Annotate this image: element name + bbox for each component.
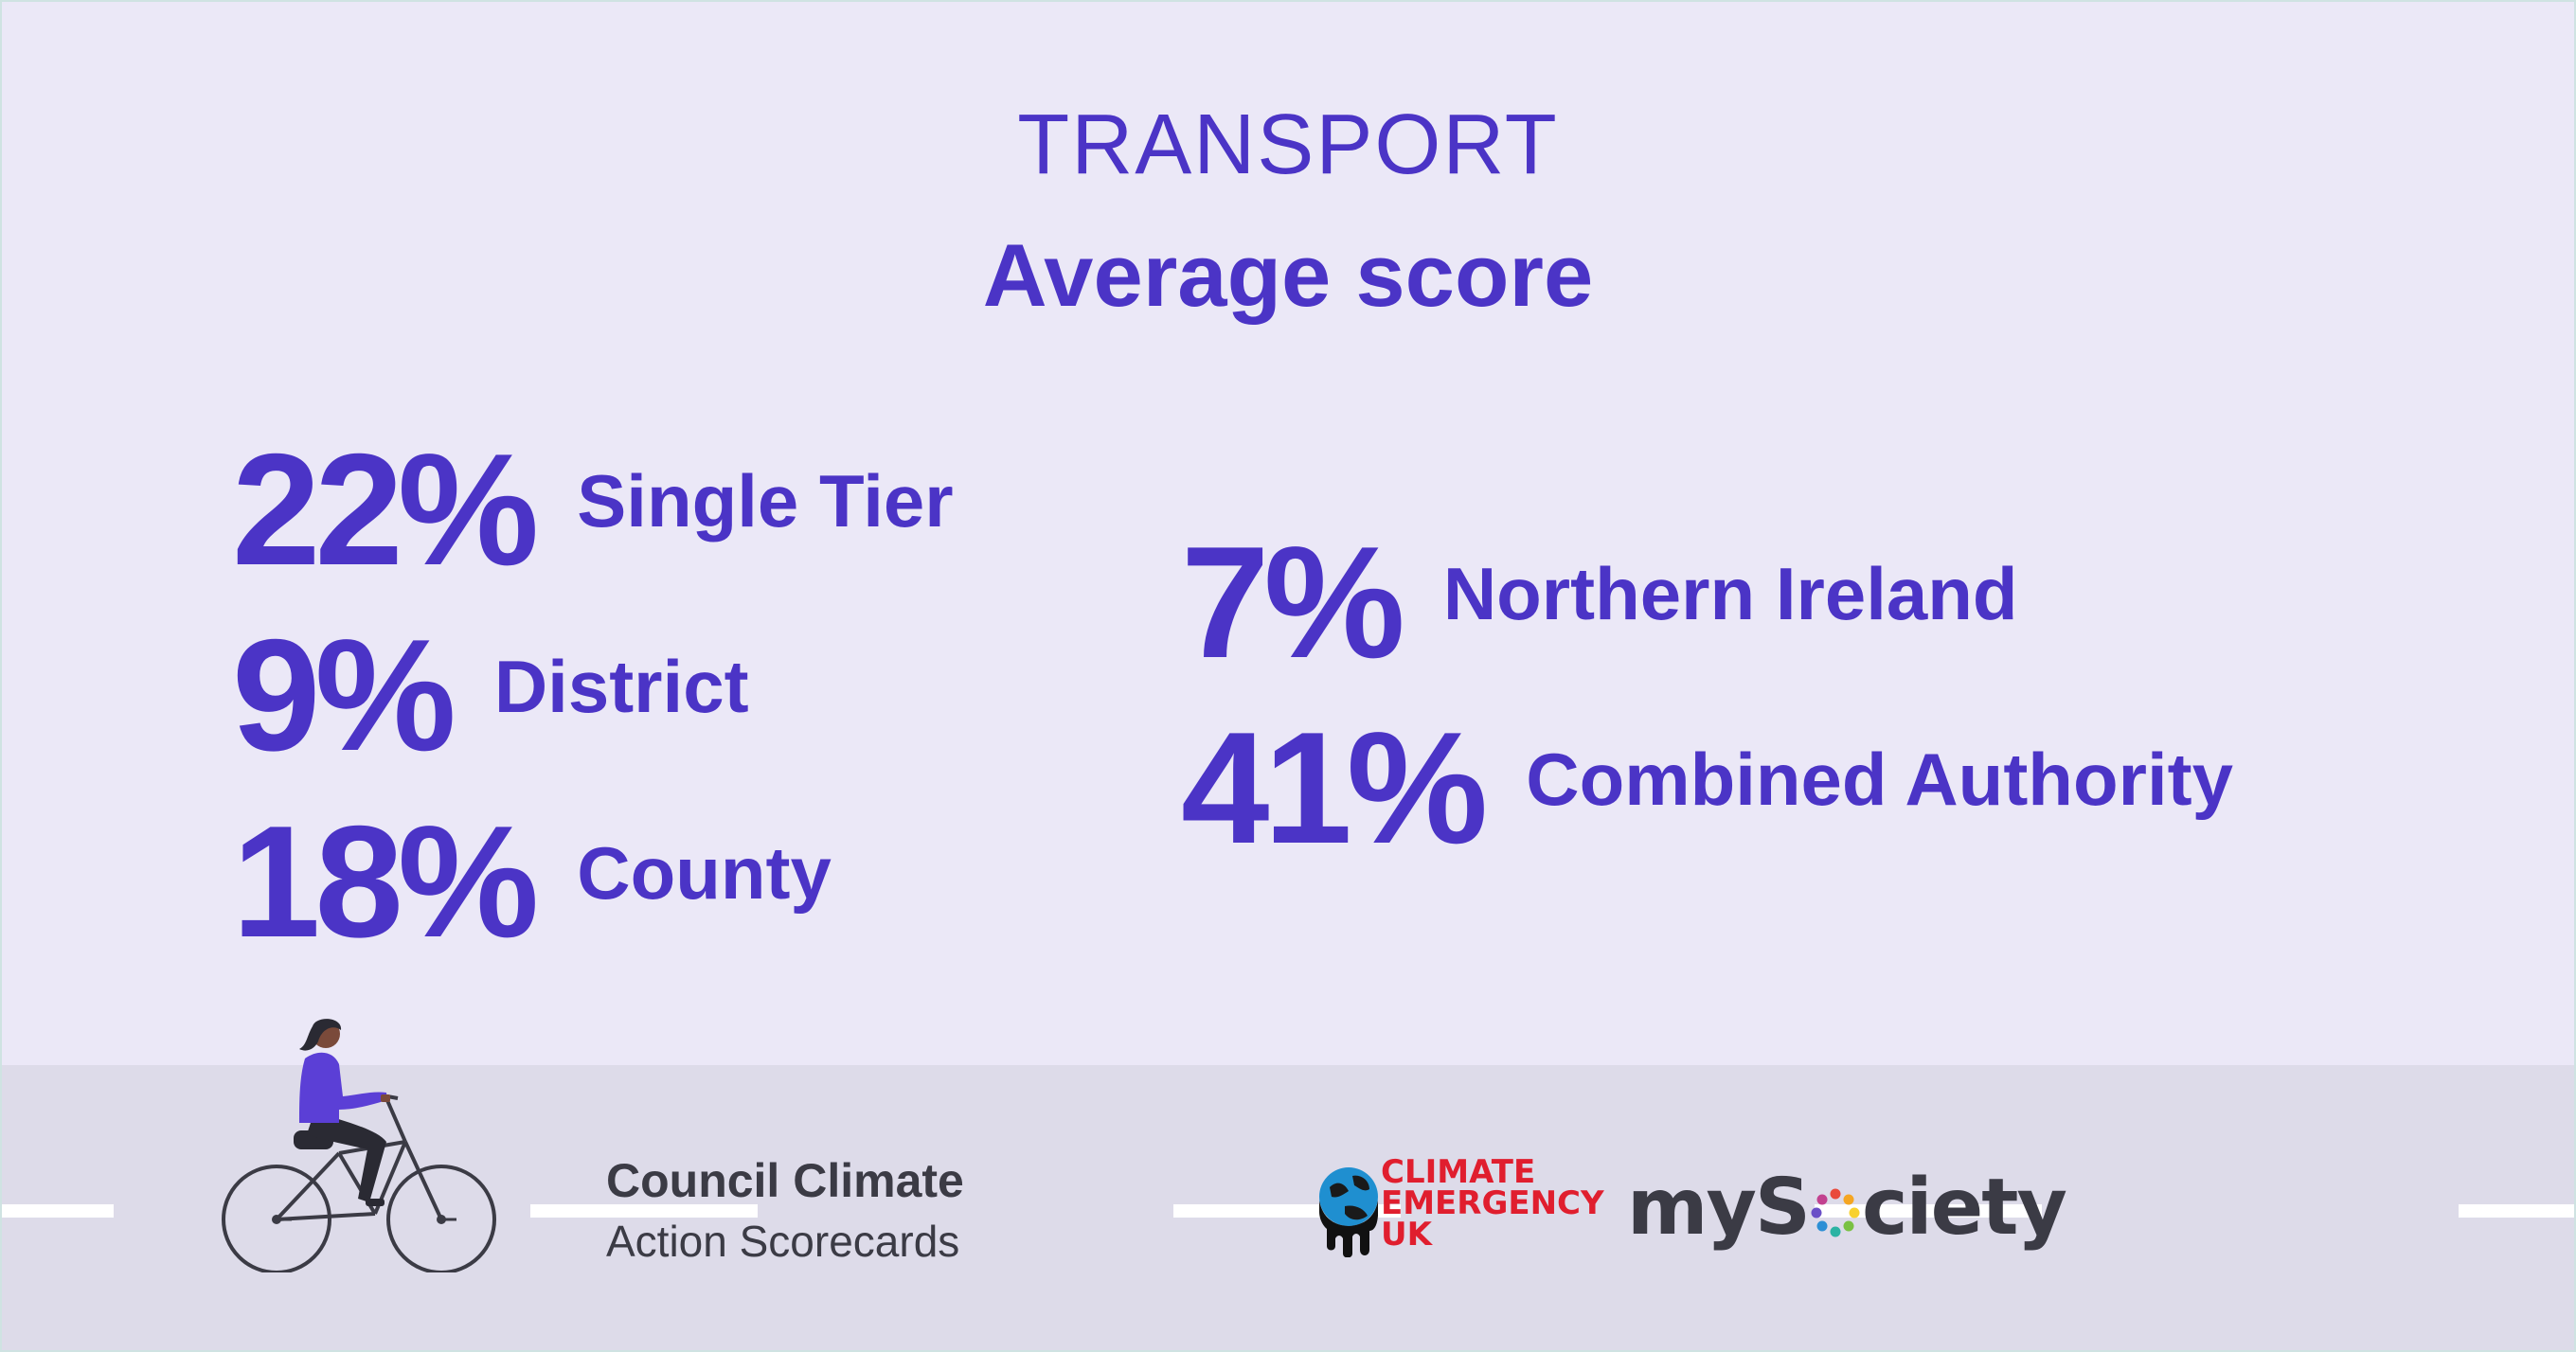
globe-icon: [1319, 1167, 1378, 1257]
road-dash: [530, 1204, 758, 1218]
ceuk-line: CLIMATE: [1381, 1153, 1536, 1191]
stat-percent: 18%: [232, 792, 539, 970]
ceuk-line: UK: [1381, 1216, 1432, 1254]
ceuk-wordmark: CLIMATE EMERGENCY UK: [1381, 1153, 1604, 1254]
ceuk-line: EMERGENCY: [1381, 1184, 1604, 1222]
mysociety-logo: myS ciety: [1627, 1163, 2067, 1253]
stat-percent: 22%: [232, 420, 539, 598]
cyclist-icon: [222, 1019, 496, 1272]
mysociety-text-left: myS: [1627, 1163, 1811, 1253]
stat-combined-authority: 41% Combined Authority: [1181, 708, 2233, 867]
road-dash: [2459, 1204, 2574, 1218]
brand-subtitle: Action Scorecards: [606, 1217, 960, 1266]
climate-emergency-uk-logo: CLIMATE EMERGENCY UK: [1316, 1156, 1604, 1257]
stat-label: Combined Authority: [1526, 738, 2233, 821]
brand-title: Council Climate: [606, 1154, 964, 1207]
stat-label: County: [577, 831, 832, 915]
subtitle: Average score: [982, 225, 1594, 325]
stat-label: District: [493, 645, 749, 728]
stat-single-tier: 22% Single Tier: [232, 430, 954, 589]
stat-label: Northern Ireland: [1442, 552, 2018, 635]
road-dash: [1815, 1204, 2042, 1218]
mysociety-text-right: ciety: [1861, 1163, 2067, 1253]
stat-percent: 41%: [1181, 699, 1488, 877]
stat-county: 18% County: [232, 802, 832, 961]
road-dash: [2, 1204, 114, 1218]
section-title: TRANSPORT: [1017, 98, 1559, 192]
stat-northern-ireland: 7% Northern Ireland: [1181, 523, 2018, 682]
stat-percent: 9%: [232, 606, 456, 784]
stat-district: 9% District: [232, 615, 749, 774]
stat-label: Single Tier: [577, 459, 954, 543]
stat-percent: 7%: [1181, 513, 1405, 691]
mysociety-dots-icon: [1811, 1184, 1860, 1237]
